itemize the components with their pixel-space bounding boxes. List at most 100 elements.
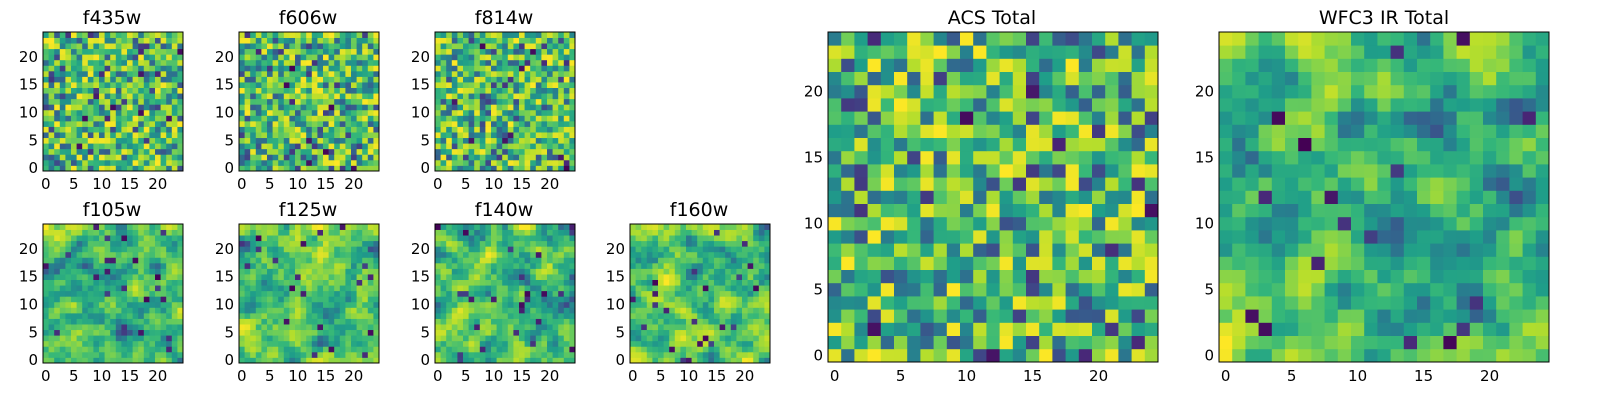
heatmap-cell (132, 235, 139, 242)
heatmap-cell (239, 235, 245, 242)
heatmap-cell (328, 126, 335, 133)
heatmap-cell (239, 296, 245, 303)
heatmap-cell (166, 120, 173, 127)
heatmap-cell (300, 165, 307, 172)
heatmap-cell (255, 32, 262, 38)
heatmap-cell (367, 48, 374, 55)
heatmap-cell (300, 307, 307, 314)
heatmap-cell (300, 70, 307, 77)
heatmap-cell (48, 104, 55, 111)
heatmap-cell (261, 59, 268, 66)
heatmap-cell (519, 132, 525, 139)
heatmap-cell (519, 32, 525, 38)
heatmap-cell (110, 268, 117, 275)
heatmap-cell (261, 120, 268, 127)
heatmap-cell (552, 274, 559, 280)
heatmap-cell (283, 54, 290, 61)
heatmap-cell (323, 340, 329, 347)
heatmap-cell (1118, 269, 1132, 284)
heatmap-cell (513, 251, 520, 258)
heatmap-cell (691, 290, 698, 297)
heatmap-cell (82, 43, 89, 50)
heatmap-cell (446, 109, 453, 116)
heatmap-cell (65, 37, 72, 44)
heatmap-cell (339, 143, 346, 150)
heatmap-cell (973, 296, 987, 310)
heatmap-cell (166, 268, 173, 275)
heatmap-cell (736, 312, 743, 319)
heatmap-cell (440, 279, 447, 286)
heatmap-cell (742, 340, 748, 347)
heatmap-cell (541, 43, 548, 50)
heatmap-cell (513, 82, 520, 88)
heatmap-cell (702, 301, 709, 308)
heatmap-cell (43, 87, 49, 94)
heatmap-cell (121, 32, 128, 38)
heatmap-cell (742, 312, 748, 319)
heatmap-cell (719, 268, 726, 275)
heatmap-cell (719, 257, 726, 264)
heatmap-cell (894, 296, 908, 310)
heatmap-cell (530, 43, 537, 50)
heatmap-cell (339, 324, 346, 331)
heatmap-cell (641, 274, 648, 280)
heatmap-cell (558, 165, 565, 172)
heatmap-cell (451, 109, 458, 116)
heatmap-cell (474, 290, 481, 297)
heatmap-cell (485, 357, 492, 364)
heatmap-cell (563, 285, 570, 292)
heatmap-cell (171, 235, 178, 242)
heatmap-cell (334, 257, 341, 264)
heatmap-cell (244, 115, 251, 122)
heatmap-cell (547, 159, 553, 166)
heatmap-cell (1026, 348, 1040, 363)
heatmap-cell (177, 324, 184, 331)
heatmap-cell (552, 154, 559, 161)
heatmap-cell (535, 351, 542, 358)
heatmap-cell (446, 312, 453, 319)
heatmap-cell (300, 340, 307, 347)
heatmap-cell (708, 324, 715, 331)
heatmap-cell (569, 65, 576, 72)
heatmap-cell (367, 120, 374, 127)
heatmap-cell (719, 357, 726, 364)
heatmap-cell (502, 257, 509, 264)
heatmap-cell (244, 126, 251, 133)
heatmap-cell (104, 159, 111, 166)
heatmap-cell (71, 165, 77, 172)
heatmap-cell (160, 70, 167, 77)
heatmap-cell (143, 37, 150, 44)
heatmap-cell (669, 251, 676, 258)
heatmap-cell (547, 285, 553, 292)
heatmap-cell (519, 59, 525, 66)
heatmap-cell (502, 132, 509, 139)
heatmap-cell (563, 257, 570, 264)
heatmap-cell (747, 318, 754, 325)
heatmap-cell (742, 268, 748, 275)
heatmap-cell (239, 120, 245, 127)
heatmap-cell (267, 274, 273, 280)
heatmap-cell (635, 262, 642, 269)
heatmap-cell (502, 48, 509, 55)
heatmap-cell (558, 43, 565, 50)
heatmap-cell (535, 82, 542, 88)
heatmap-cell (714, 296, 720, 303)
heatmap-cell (519, 165, 525, 172)
heatmap-cell (295, 159, 301, 166)
heatmap-cell (43, 120, 49, 127)
heatmap-cell (356, 54, 363, 61)
heatmap-cell (328, 296, 335, 303)
heatmap-cell (99, 296, 105, 303)
heatmap-cell (558, 346, 565, 353)
heatmap-cell (1092, 137, 1106, 152)
heatmap-cell (267, 109, 273, 116)
heatmap-cell (367, 76, 374, 83)
y-tick-label: 0 (28, 159, 38, 177)
heatmap-cell (547, 98, 553, 105)
heatmap-cell (362, 59, 369, 66)
heatmap-cell (138, 251, 145, 258)
heatmap-cell (289, 143, 296, 150)
heatmap-cell (1026, 124, 1040, 138)
heatmap-cell (435, 109, 441, 116)
